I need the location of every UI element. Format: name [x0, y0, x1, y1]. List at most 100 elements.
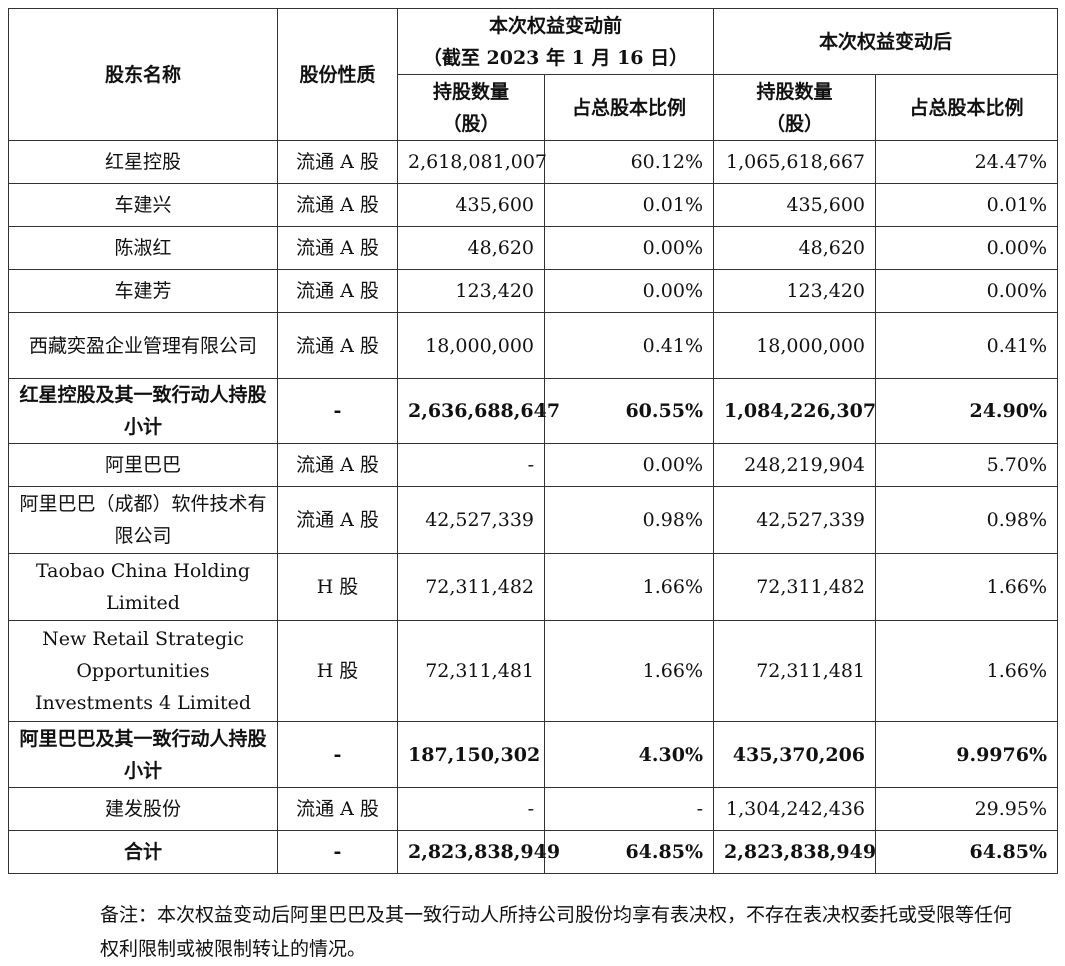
subtotal-row: 阿里巴巴及其一致行动人持股小计 - 187,150,302 4.30% 435,…	[8, 721, 1059, 788]
cell-before-ratio: 1.66%	[543, 553, 715, 621]
cell-after-ratio: 29.95%	[875, 787, 1059, 831]
cell-after-ratio: 0.98%	[875, 486, 1059, 554]
header-share-nature: 股份性质	[277, 8, 398, 141]
cell-nature: 流通 A 股	[277, 226, 398, 270]
cell-after-shares: 435,370,206	[713, 721, 877, 788]
cell-after-shares: 1,084,226,307	[713, 378, 876, 444]
cell-after-ratio: 64.85%	[875, 830, 1059, 874]
cell-before-ratio: -	[543, 787, 715, 831]
table-row: Taobao China Holding Limited H 股 72,311,…	[8, 553, 1059, 621]
subtotal-row: 红星控股及其一致行动人持股小计 - 2,636,688,647 60.55% 1…	[8, 378, 1059, 444]
cell-before-shares: 435,600	[397, 183, 545, 227]
header-shares-label: 持股数量	[432, 80, 509, 103]
cell-name: 阿里巴巴	[8, 443, 278, 487]
header-before-title: 本次权益变动前	[489, 14, 623, 37]
cell-nature: 流通 A 股	[277, 787, 398, 831]
cell-after-ratio: 24.47%	[875, 140, 1059, 184]
cell-before-shares: -	[397, 787, 545, 831]
cell-before-shares: 2,618,081,007	[397, 140, 547, 184]
header-before-shares: 持股数量 （股）	[397, 74, 545, 141]
cell-name: 建发股份	[8, 787, 278, 831]
cell-before-shares: -	[397, 443, 545, 487]
cell-nature: 流通 A 股	[277, 269, 398, 313]
cell-after-shares: 72,311,481	[713, 620, 877, 722]
cell-before-shares: 72,311,481	[397, 620, 545, 722]
header-before-date: （截至 2023 年 1 月 16 日）	[422, 46, 689, 69]
cell-nature: -	[277, 721, 398, 788]
cell-after-shares: 248,219,904	[713, 443, 877, 487]
cell-after-ratio: 0.00%	[875, 269, 1059, 313]
cell-before-ratio: 60.12%	[543, 140, 715, 184]
header-after-shares: 持股数量 （股）	[713, 74, 877, 141]
cell-name: 红星控股	[8, 140, 278, 184]
cell-nature: H 股	[277, 553, 398, 621]
header-after-change: 本次权益变动后	[713, 8, 1059, 75]
cell-after-ratio: 0.01%	[875, 183, 1059, 227]
cell-before-ratio: 60.55%	[543, 378, 715, 444]
cell-before-ratio: 0.98%	[543, 486, 715, 554]
cell-after-shares: 1,065,618,667	[713, 140, 877, 184]
cell-name: Taobao China Holding Limited	[8, 553, 278, 621]
cell-before-ratio: 0.41%	[543, 312, 715, 379]
cell-before-ratio: 0.00%	[543, 226, 715, 270]
header-shares-label: 持股数量	[756, 80, 833, 103]
cell-before-shares: 2,823,838,949	[397, 830, 560, 874]
table-row: 建发股份 流通 A 股 - - 1,304,242,436 29.95%	[8, 787, 1059, 831]
cell-before-shares: 2,636,688,647	[397, 378, 560, 444]
cell-name: 合计	[8, 830, 278, 874]
cell-nature: 流通 A 股	[277, 140, 398, 184]
cell-nature: H 股	[277, 620, 398, 722]
cell-name: 红星控股及其一致行动人持股小计	[8, 378, 278, 444]
cell-after-ratio: 5.70%	[875, 443, 1059, 487]
cell-nature: 流通 A 股	[277, 486, 398, 554]
cell-before-shares: 187,150,302	[397, 721, 545, 788]
cell-nature: 流通 A 股	[277, 443, 398, 487]
cell-nature: -	[277, 378, 398, 444]
header-before-change: 本次权益变动前 （截至 2023 年 1 月 16 日）	[396, 8, 715, 75]
header-before-ratio: 占总股本比例	[543, 74, 715, 141]
cell-before-shares: 42,527,339	[397, 486, 545, 554]
total-row: 合计 - 2,823,838,949 64.85% 2,823,838,949 …	[8, 830, 1059, 874]
shareholding-table-container: 股东名称 股份性质 本次权益变动前 （截至 2023 年 1 月 16 日） 本…	[8, 8, 1059, 874]
table-row: 陈淑红 流通 A 股 48,620 0.00% 48,620 0.00%	[8, 226, 1059, 270]
cell-name: 车建兴	[8, 183, 278, 227]
header-shares-unit: （股）	[442, 112, 500, 135]
cell-nature: 流通 A 股	[277, 183, 398, 227]
cell-name: 阿里巴巴（成都）软件技术有限公司	[8, 486, 278, 554]
cell-after-shares: 2,823,838,949	[713, 830, 876, 874]
cell-after-shares: 123,420	[713, 269, 877, 313]
header-shareholder-name: 股东名称	[8, 8, 278, 141]
cell-before-ratio: 1.66%	[543, 620, 715, 722]
cell-name: 阿里巴巴及其一致行动人持股小计	[8, 721, 278, 788]
table-row: 阿里巴巴（成都）软件技术有限公司 流通 A 股 42,527,339 0.98%…	[8, 486, 1059, 554]
table-row: 车建芳 流通 A 股 123,420 0.00% 123,420 0.00%	[8, 269, 1059, 313]
cell-before-ratio: 0.00%	[543, 269, 715, 313]
cell-name: New Retail Strategic Opportunities Inves…	[8, 620, 278, 722]
cell-after-ratio: 1.66%	[875, 620, 1059, 722]
cell-before-shares: 72,311,482	[397, 553, 545, 621]
cell-after-ratio: 24.90%	[875, 378, 1059, 444]
cell-after-shares: 72,311,482	[713, 553, 877, 621]
cell-after-shares: 48,620	[713, 226, 877, 270]
cell-after-ratio: 9.9976%	[875, 721, 1059, 788]
cell-before-shares: 48,620	[397, 226, 545, 270]
table-row: 阿里巴巴 流通 A 股 - 0.00% 248,219,904 5.70%	[8, 443, 1059, 487]
cell-after-shares: 42,527,339	[713, 486, 877, 554]
cell-before-ratio: 0.00%	[543, 443, 715, 487]
table-row: New Retail Strategic Opportunities Inves…	[8, 620, 1059, 722]
cell-name: 西藏奕盈企业管理有限公司	[8, 312, 278, 379]
cell-after-shares: 18,000,000	[713, 312, 877, 379]
cell-nature: -	[277, 830, 398, 874]
header-after-ratio: 占总股本比例	[875, 74, 1059, 141]
table-row: 红星控股 流通 A 股 2,618,081,007 60.12% 1,065,6…	[8, 140, 1059, 184]
cell-after-shares: 435,600	[713, 183, 877, 227]
table-row: 车建兴 流通 A 股 435,600 0.01% 435,600 0.01%	[8, 183, 1059, 227]
cell-before-ratio: 0.01%	[543, 183, 715, 227]
shareholding-table: 股东名称 股份性质 本次权益变动前 （截至 2023 年 1 月 16 日） 本…	[8, 8, 1059, 874]
cell-after-ratio: 0.00%	[875, 226, 1059, 270]
table-row: 西藏奕盈企业管理有限公司 流通 A 股 18,000,000 0.41% 18,…	[8, 312, 1059, 379]
cell-after-ratio: 1.66%	[875, 553, 1059, 621]
cell-name: 车建芳	[8, 269, 278, 313]
cell-before-ratio: 64.85%	[543, 830, 715, 874]
cell-after-shares: 1,304,242,436	[713, 787, 877, 831]
